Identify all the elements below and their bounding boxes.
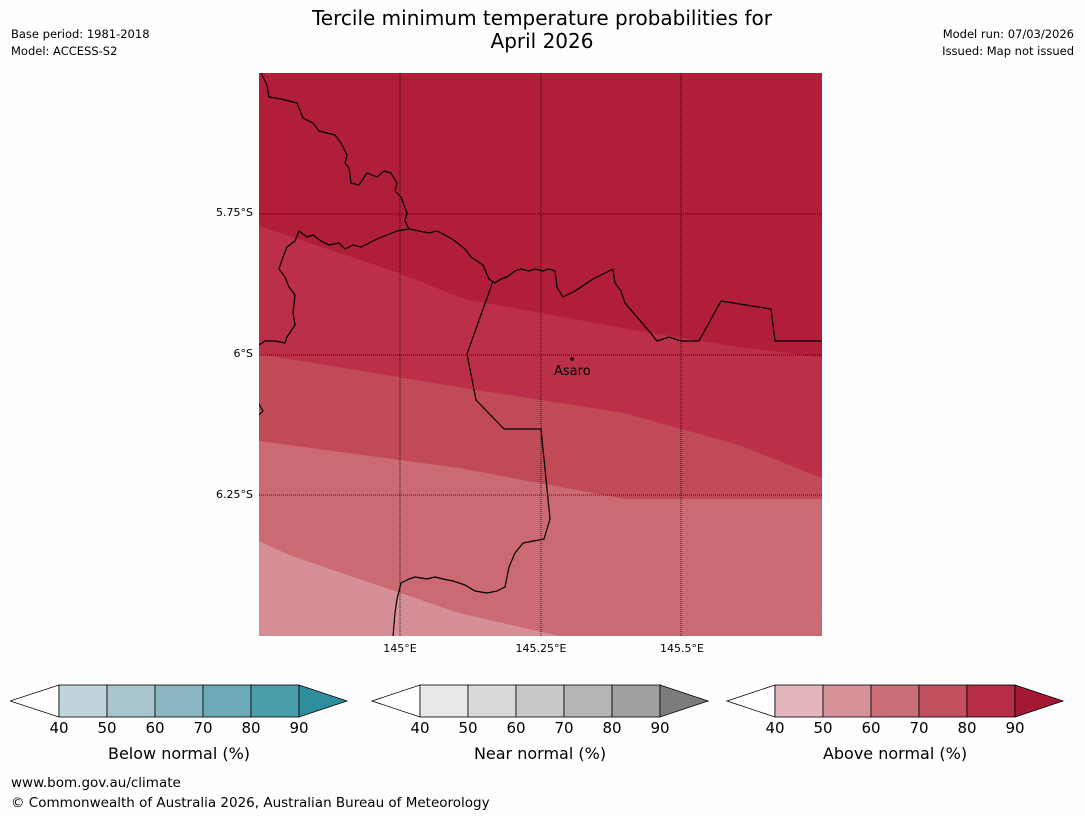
colorbar-near-tick: 60: [506, 719, 526, 737]
title-line-2: April 2026: [490, 29, 594, 53]
lat-label-5-75s: 5.75°S: [216, 206, 253, 219]
colorbar-below-extend-low: [10, 684, 60, 718]
page-title: Tercile minimum temperature probabilitie…: [242, 7, 842, 53]
lon-label-145-25e: 145.25°E: [515, 642, 567, 655]
title-line-1: Tercile minimum temperature probabilitie…: [311, 6, 773, 30]
map[interactable]: [259, 73, 822, 636]
colorbar-near-seg-80-90: [611, 684, 661, 718]
colorbar-near-tick: 70: [554, 719, 574, 737]
footer-copyright: © Commonwealth of Australia 2026, Austra…: [11, 795, 490, 811]
colorbar-below-seg-50-60: [106, 684, 156, 718]
colorbar-near-tick: 50: [458, 719, 478, 737]
boundary-south: [392, 280, 551, 636]
colorbar-near-seg-70-80: [563, 684, 613, 718]
colorbar-near-normal: [371, 684, 710, 718]
colorbar-below-tick: 80: [241, 719, 261, 737]
colorbar-above-tick: 70: [909, 719, 929, 737]
colorbar-below-normal: [10, 684, 349, 718]
boundary-west-fragment: [259, 403, 264, 416]
lat-label-6-25s: 6.25°S: [216, 488, 253, 501]
asaro-marker[interactable]: [570, 357, 574, 361]
colorbar-near-seg-50-60: [467, 684, 517, 718]
colorbar-below-tick: 50: [97, 719, 117, 737]
issued-text: Issued: Map not issued: [942, 44, 1074, 58]
province-boundaries: [259, 73, 822, 636]
colorbar-above-seg-40-50: [774, 684, 824, 718]
model-text: Model: ACCESS-S2: [11, 44, 118, 58]
colorbar-below-label: Below normal (%): [107, 744, 251, 763]
colorbar-above-normal: [726, 684, 1065, 718]
lon-label-145-5e: 145.5°E: [660, 642, 704, 655]
colorbar-above-seg-50-60: [822, 684, 872, 718]
base-period-text: Base period: 1981-2018: [11, 27, 150, 41]
colorbar-near-tick: 80: [602, 719, 622, 737]
meta-left: Base period: 1981-2018 Model: ACCESS-S2: [11, 26, 150, 60]
colorbar-above-tick: 50: [813, 719, 833, 737]
footer-url[interactable]: www.bom.gov.au/climate: [11, 775, 181, 791]
colorbar-near-extend-high: [659, 684, 710, 718]
colorbar-above-extend-low: [726, 684, 776, 718]
colorbar-near-tick: 40: [410, 719, 430, 737]
colorbar-near-tick: 90: [650, 719, 670, 737]
colorbar-above-seg-80-90: [966, 684, 1016, 718]
colorbar-below-seg-70-80: [202, 684, 252, 718]
colorbar-above-tick: 40: [765, 719, 785, 737]
colorbar-below-tick: 60: [145, 719, 165, 737]
colorbar-near-extend-low: [371, 684, 421, 718]
model-run-text: Model run: 07/03/2026: [942, 27, 1074, 41]
colorbar-below-seg-40-50: [58, 684, 108, 718]
colorbar-near-label: Near normal (%): [473, 744, 607, 763]
colorbar-above-tick: 80: [957, 719, 977, 737]
colorbar-above-tick: 90: [1005, 719, 1025, 737]
probability-band-50-60: [259, 441, 822, 618]
colorbar-above-seg-60-70: [870, 684, 920, 718]
colorbar-above-extend-high: [1014, 684, 1065, 718]
colorbar-near-seg-40-50: [419, 684, 469, 718]
lat-label-6s: 6°S: [233, 347, 253, 360]
colorbar-above-tick: 60: [861, 719, 881, 737]
colorbar-below-extend-high: [298, 684, 349, 718]
colorbar-above-label: Above normal (%): [822, 744, 968, 763]
place-label-asaro: Asaro: [554, 364, 591, 379]
lon-label-145e: 145°E: [383, 642, 417, 655]
colorbar-below-tick: 90: [289, 719, 309, 737]
colorbar-below-seg-80-90: [250, 684, 300, 718]
boundary-central-west: [259, 228, 410, 346]
boundary-central: [408, 228, 822, 342]
colorbar-below-tick: 70: [193, 719, 213, 737]
colorbar-near-seg-60-70: [515, 684, 565, 718]
boundary-northwest: [260, 73, 410, 230]
colorbar-below-seg-60-70: [154, 684, 204, 718]
colorbar-above-seg-70-80: [918, 684, 968, 718]
probability-band-40-50: [259, 541, 559, 636]
colorbar-below-tick: 40: [49, 719, 69, 737]
meta-right: Model run: 07/03/2026 Issued: Map not is…: [942, 26, 1074, 60]
